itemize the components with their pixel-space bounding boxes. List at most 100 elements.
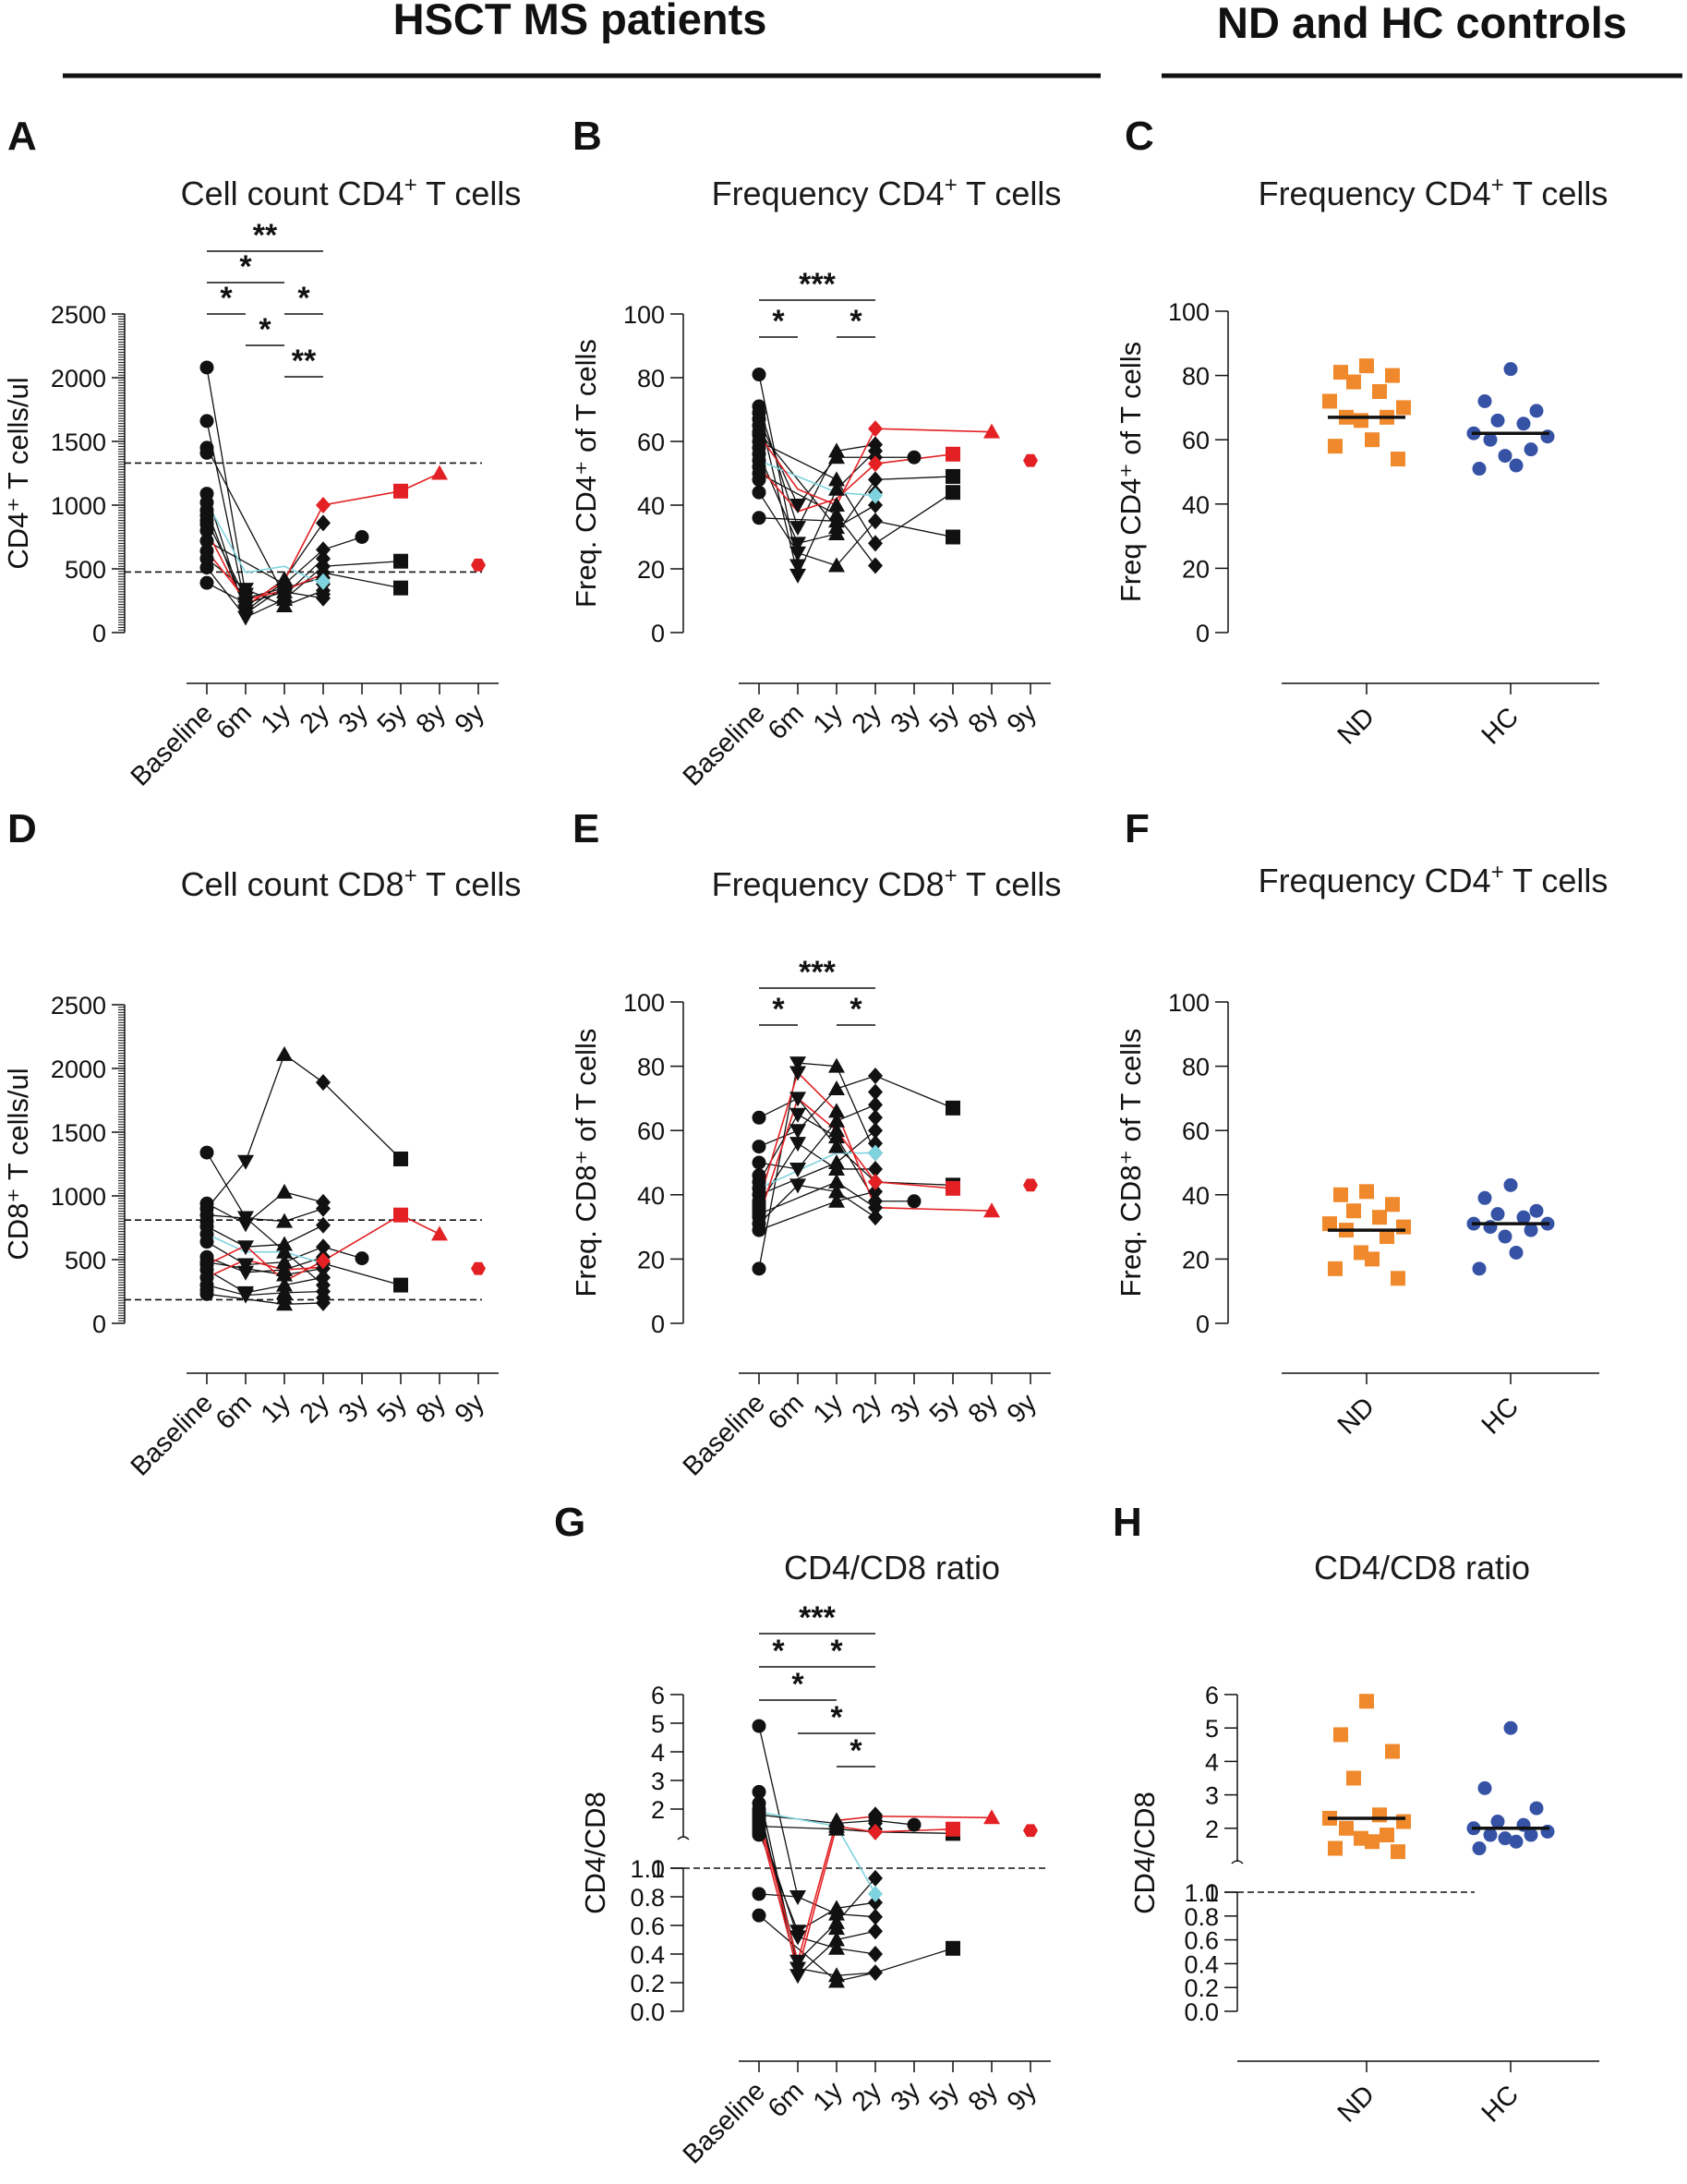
header-right: ND and HC controls <box>1217 0 1627 47</box>
data-point <box>828 1183 845 1199</box>
series-line <box>206 1053 402 1210</box>
title-tail: T cells <box>1504 175 1609 212</box>
y-tick-label: 6 <box>651 1682 665 1709</box>
x-tick-label: 9y <box>450 1388 491 1430</box>
panel-letter: B <box>572 114 602 159</box>
sig-stars: * <box>830 1700 843 1735</box>
data-point <box>946 1940 960 1956</box>
sig-stars: * <box>830 1634 843 1669</box>
nd-point <box>1365 1251 1380 1267</box>
data-point <box>868 1946 883 1962</box>
series-line <box>758 440 954 545</box>
hc-point <box>1524 442 1538 457</box>
nd-point <box>1372 384 1387 399</box>
sig-stars: * <box>239 249 252 284</box>
data-point <box>789 1056 806 1072</box>
nd-point <box>1396 400 1411 416</box>
y-tick-label: 80 <box>1182 363 1210 391</box>
x-tick-label: 1y <box>256 1388 297 1430</box>
panel-b: B Frequency CD4+ T cells Freq. CD4⁺ of T c… <box>570 114 1061 792</box>
x-tick-label: 9y <box>1002 698 1043 740</box>
highlight-point <box>393 1207 408 1223</box>
data-point <box>316 541 331 559</box>
data-point <box>828 1160 845 1176</box>
y-tick-label: 1.0 <box>1184 1879 1219 1907</box>
x-tick-label: 2y <box>295 698 336 740</box>
y-tick-label: 20 <box>1182 555 1210 583</box>
data-point <box>868 1209 883 1226</box>
y-tick-label: 2000 <box>51 1056 106 1083</box>
panel-title: CD4/CD8 ratio <box>1314 1549 1530 1587</box>
data-point <box>946 1100 960 1116</box>
title-main: Frequency CD4 <box>1259 862 1491 899</box>
highlight-point <box>946 1821 960 1837</box>
data-point <box>868 557 883 574</box>
highlight-point <box>1023 1178 1038 1192</box>
data-point <box>828 1173 845 1189</box>
hc-point <box>1490 1207 1505 1222</box>
data-point <box>393 553 408 569</box>
title-main: Frequency CD4 <box>712 175 945 212</box>
nd-point <box>1328 1261 1343 1276</box>
data-point <box>199 1235 214 1249</box>
data-point <box>752 1908 766 1923</box>
data-point <box>828 557 845 573</box>
data-point <box>276 1276 293 1292</box>
title-sup: + <box>1491 860 1504 885</box>
y-tick-label: 20 <box>637 1246 665 1273</box>
data-point <box>828 1112 845 1128</box>
data-point <box>868 1122 883 1140</box>
y-tick-label: 4 <box>1205 1748 1219 1776</box>
data-point <box>276 597 293 613</box>
highlight-point <box>431 1225 448 1241</box>
y-tick-label: 0 <box>1196 620 1210 647</box>
series-line <box>206 1191 324 1225</box>
y-tick-label: 60 <box>637 1117 665 1145</box>
data-point <box>868 1908 883 1925</box>
hc-point <box>1503 1177 1518 1192</box>
nd-point <box>1372 1210 1387 1225</box>
hc-point <box>1498 1831 1512 1846</box>
data-point <box>789 537 806 552</box>
data-point <box>868 1096 883 1114</box>
hc-point <box>1524 1223 1538 1237</box>
sig-stars: * <box>220 281 233 316</box>
y-tick-label: 1 <box>651 1855 665 1883</box>
data-point <box>828 1920 845 1936</box>
x-tick-label: 2y <box>847 698 888 740</box>
y-tick-label: 100 <box>623 301 665 329</box>
panel-letter: F <box>1125 806 1150 851</box>
y-tick-label: 100 <box>1168 989 1210 1017</box>
data-point <box>276 1213 293 1228</box>
series-line <box>758 1104 876 1170</box>
hc-point <box>1524 1828 1538 1842</box>
data-point <box>868 1964 883 1982</box>
nd-point <box>1346 1203 1361 1219</box>
title-sup: + <box>404 173 417 198</box>
data-point <box>316 1216 331 1234</box>
nd-point <box>1322 393 1337 409</box>
data-point <box>752 1719 766 1733</box>
hc-point <box>1477 393 1492 408</box>
series-line <box>758 1823 954 1974</box>
highlight-point <box>868 487 883 504</box>
data-point <box>828 1103 845 1118</box>
data-point <box>868 1869 883 1887</box>
panel-title: CD4/CD8 ratio <box>784 1549 1000 1587</box>
data-point <box>789 1930 806 1946</box>
data-point <box>868 1135 883 1152</box>
data-point <box>789 1890 806 1905</box>
data-point <box>237 1154 254 1170</box>
series-line <box>206 561 402 619</box>
data-point <box>752 1223 766 1237</box>
series-line <box>206 1256 324 1273</box>
data-point <box>828 1128 845 1144</box>
nd-point <box>1372 1807 1387 1823</box>
data-point <box>316 1074 331 1092</box>
axis-break-mark <box>677 1836 690 1840</box>
series-line <box>758 1825 954 1834</box>
series-line <box>758 1181 876 1215</box>
data-point <box>789 1178 806 1194</box>
data-point <box>868 1109 883 1127</box>
data-point <box>237 1217 254 1233</box>
